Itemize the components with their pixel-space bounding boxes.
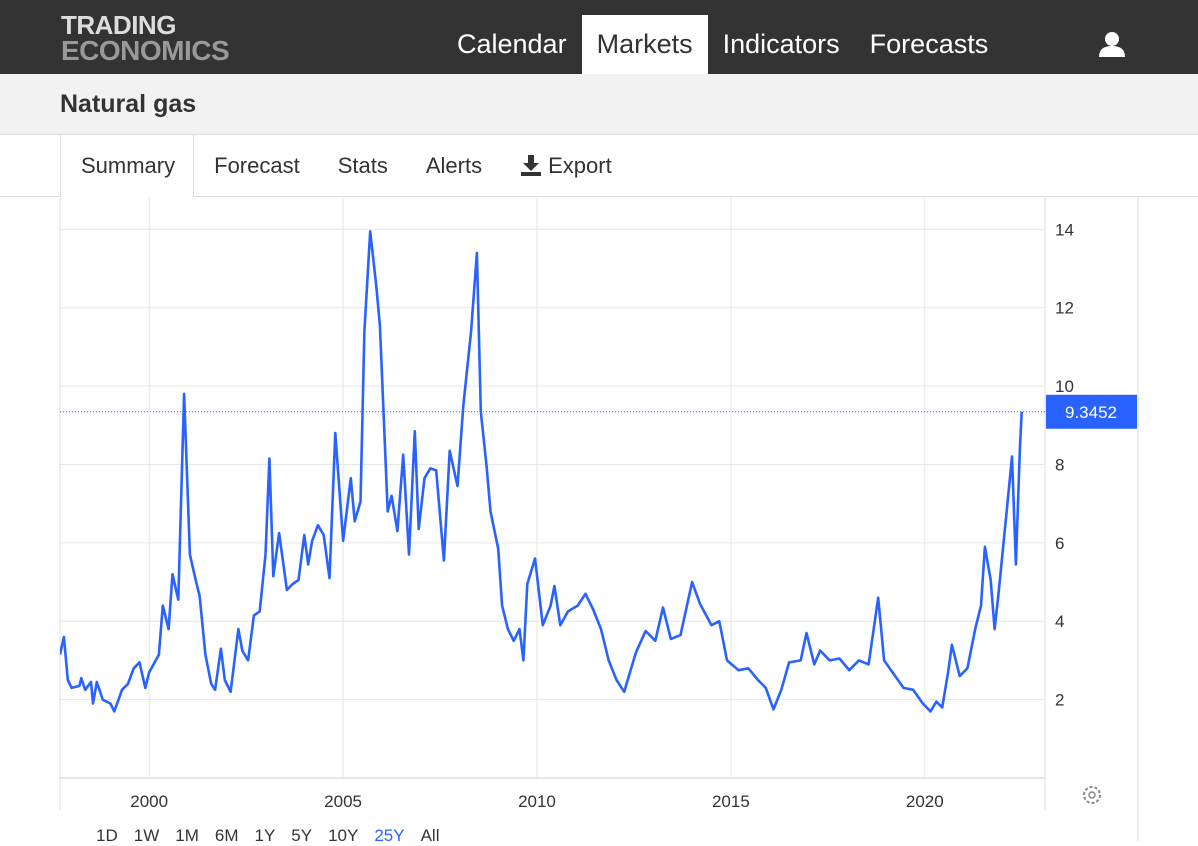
range-button[interactable]: 1M bbox=[175, 826, 199, 845]
download-icon bbox=[521, 155, 542, 176]
x-tick-label: 2015 bbox=[712, 792, 750, 811]
logo[interactable]: TRADING bbox=[61, 10, 176, 40]
range-button[interactable]: 10Y bbox=[328, 826, 359, 845]
x-tick-label: 2005 bbox=[324, 792, 362, 811]
y-tick-label: 2 bbox=[1055, 691, 1064, 710]
nav-item[interactable]: Calendar bbox=[457, 29, 567, 59]
logo[interactable]: ECONOMICS bbox=[61, 35, 230, 66]
range-selector: 1D 1W 1M 6M 1Y 5Y 10Y 25Y All bbox=[88, 826, 447, 846]
y-tick-label: 14 bbox=[1055, 220, 1074, 239]
nav-item[interactable]: Markets bbox=[581, 15, 708, 74]
y-tick-label: 4 bbox=[1055, 612, 1064, 631]
divider bbox=[0, 196, 1198, 197]
range-button[interactable]: 5Y bbox=[291, 826, 313, 845]
tabs: Summary Forecast Stats Alerts Export bbox=[60, 135, 630, 197]
header: TRADING ECONOMICS Calendar Markets Indicat… bbox=[0, 0, 1198, 74]
range-button[interactable]: All bbox=[420, 826, 440, 845]
tab[interactable]: Summary bbox=[60, 135, 195, 197]
y-tick-label: 12 bbox=[1055, 299, 1074, 318]
range-button[interactable]: 1Y bbox=[254, 826, 276, 845]
page-title: Natural gas bbox=[60, 90, 197, 118]
tab[interactable]: Stats bbox=[337, 153, 388, 178]
y-tick-label: 6 bbox=[1055, 534, 1064, 553]
settings-icon[interactable] bbox=[1083, 786, 1101, 804]
x-tick-label: 2000 bbox=[130, 792, 168, 811]
tab[interactable]: Forecast bbox=[214, 153, 300, 178]
y-tick-label: 8 bbox=[1055, 455, 1064, 474]
range-button[interactable]: 25Y bbox=[374, 826, 405, 845]
range-button[interactable]: 6M bbox=[214, 826, 239, 845]
last-value-label: 9.3452 bbox=[1065, 403, 1117, 422]
tab[interactable]: Alerts bbox=[425, 153, 483, 178]
x-tick-label: 2020 bbox=[906, 792, 944, 811]
range-button[interactable]: 1W bbox=[133, 826, 160, 845]
nav-item[interactable]: Indicators bbox=[722, 29, 840, 59]
tab-label: Export bbox=[548, 153, 612, 178]
nav-item[interactable]: Forecasts bbox=[869, 29, 989, 59]
tab[interactable]: Export bbox=[500, 135, 630, 197]
nav: Calendar Markets Indicators Forecasts bbox=[442, 15, 1003, 74]
last-value-box bbox=[1046, 394, 1137, 429]
range-button[interactable]: 1D bbox=[96, 826, 118, 845]
subheader: Natural gas bbox=[0, 74, 1198, 135]
y-tick-label: 10 bbox=[1055, 377, 1074, 396]
x-tick-label: 2010 bbox=[518, 792, 556, 811]
line bbox=[60, 230, 1023, 713]
